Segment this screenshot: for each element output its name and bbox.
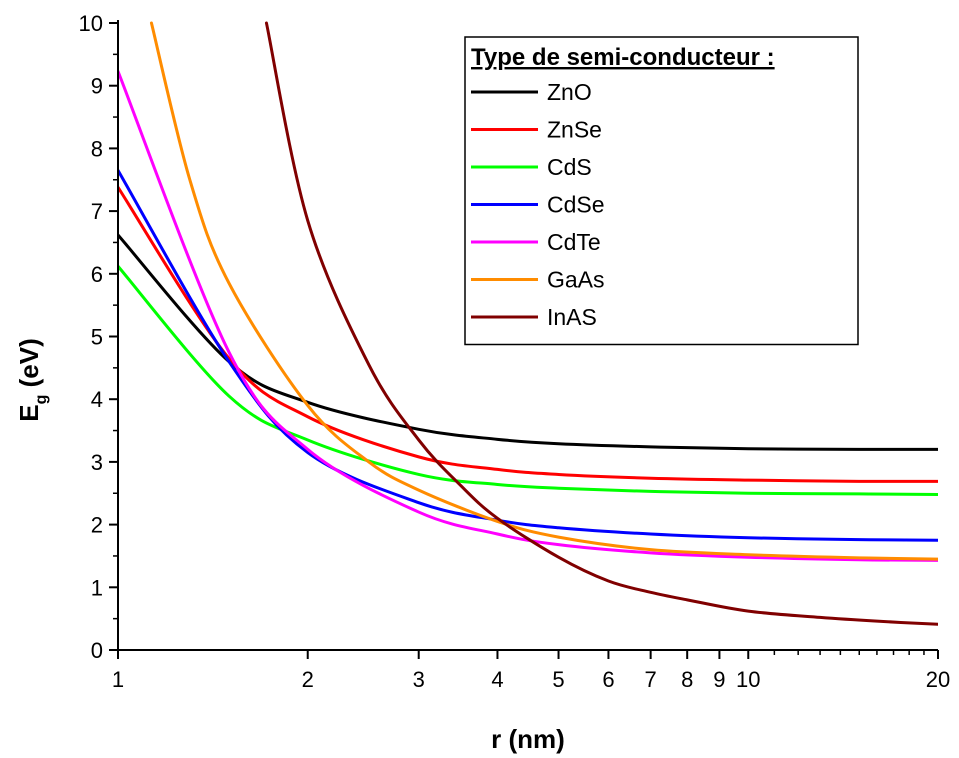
x-tick-label: 8 xyxy=(681,667,693,692)
y-tick-label: 1 xyxy=(91,575,103,600)
series-line-cds xyxy=(118,264,938,496)
y-tick-label: 9 xyxy=(91,74,103,99)
y-tick-label: 3 xyxy=(91,450,103,475)
x-tick-label: 3 xyxy=(413,667,425,692)
y-tick-label: 4 xyxy=(91,387,103,412)
y-tick-label: 0 xyxy=(91,638,103,663)
legend-title: Type de semi-conducteur : xyxy=(471,44,775,71)
x-tick-label: 5 xyxy=(552,667,564,692)
x-tick-label: 1 xyxy=(112,667,124,692)
x-tick-label: 10 xyxy=(736,667,760,692)
x-tick-label: 6 xyxy=(602,667,614,692)
y-axis-label-unit: (eV) xyxy=(14,338,44,394)
legend-label-cdte: CdTe xyxy=(547,229,601,255)
x-tick-label: 2 xyxy=(302,667,314,692)
x-tick-label: 9 xyxy=(713,667,725,692)
series-layer xyxy=(118,21,938,626)
legend-label-zno: ZnO xyxy=(547,79,592,105)
legend: Type de semi-conducteur : ZnO ZnSe CdS CdSe C… xyxy=(464,36,859,346)
legend-label-inas: InAS xyxy=(547,304,597,330)
y-tick-label: 8 xyxy=(91,136,103,161)
legend-box xyxy=(464,36,859,346)
series-line-zno xyxy=(118,233,938,451)
series-line-gaas xyxy=(149,21,938,561)
y-tick-label: 5 xyxy=(91,325,103,350)
y-axis-label-main: E xyxy=(14,404,44,421)
series-line-cdte xyxy=(118,69,938,562)
y-tick-label: 2 xyxy=(91,513,103,538)
x-tick-label: 4 xyxy=(491,667,503,692)
legend-label-cdse: CdSe xyxy=(547,192,605,218)
y-axis-label-subscript: g xyxy=(33,395,50,405)
y-tick-label: 7 xyxy=(91,199,103,224)
legend-label-gaas: GaAs xyxy=(547,267,605,293)
legend-label-cds: CdS xyxy=(547,154,592,180)
x-axis-label: r (nm) xyxy=(491,724,565,754)
series-line-inas xyxy=(264,21,938,626)
y-tick-label: 10 xyxy=(79,11,103,36)
x-tick-label: 20 xyxy=(926,667,950,692)
y-tick-label: 6 xyxy=(91,262,103,287)
y-axis-label: Eg (eV) xyxy=(14,338,50,421)
legend-label-znse: ZnSe xyxy=(547,117,602,143)
x-tick-label: 7 xyxy=(645,667,657,692)
svg-text:Eg (eV): Eg (eV) xyxy=(14,338,50,421)
